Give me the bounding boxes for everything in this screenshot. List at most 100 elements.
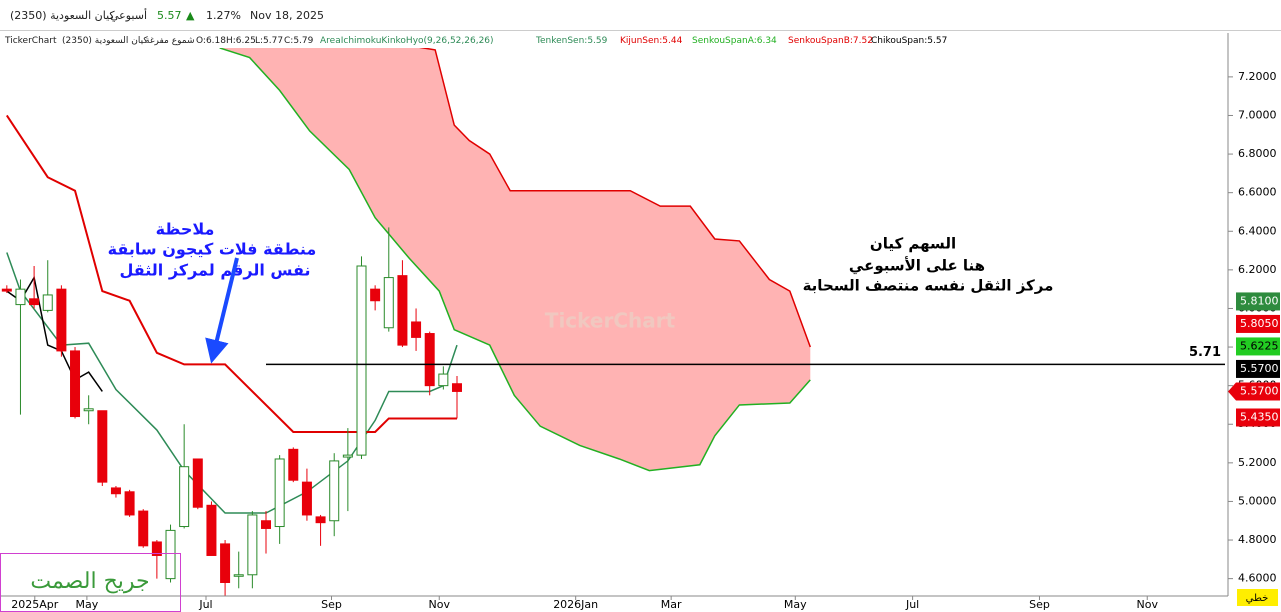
legend-source: TickerChart [5,36,57,46]
candle-body [151,541,162,556]
y-tick-label: 6.4000 [1238,224,1277,237]
signature: جريح الصمت [30,569,149,594]
x-tick-label: Nov [1137,598,1159,611]
price-marker [1228,382,1280,401]
candle-body [261,520,272,529]
comment-line: السهم كيان [870,235,956,253]
date: Nov 18, 2025 [250,9,324,22]
price-marker-label: 5.6225 [1240,339,1279,352]
legend-open: O:6.18 [196,36,226,46]
y-tick-label: 4.8000 [1238,533,1277,546]
candle-body [411,321,422,338]
note-line: ملاحظة [156,220,215,239]
period: أسبوعي [110,9,148,22]
legend-item: TenkenSen:5.59 [536,36,608,46]
candle-body [288,448,299,481]
x-tick-label: May [76,598,99,611]
candle-body [451,383,462,392]
y-tick-label: 6.8000 [1238,147,1277,160]
candle-body [206,504,217,556]
level-label: 5.71 [1189,345,1221,360]
comment-line: هنا على الأسبوعي [849,257,985,275]
candle-body [274,458,285,528]
candle-body [42,294,53,311]
mode-button[interactable] [1237,589,1278,606]
legend-item: KijunSen:5.44 [620,36,683,46]
y-tick-label: 7.2000 [1238,70,1277,83]
y-tick-label: 6.2000 [1238,263,1277,276]
note-arrow [205,257,239,364]
price-marker-label: 5.4350 [1240,410,1279,423]
mode-label[interactable]: خطي [1246,593,1269,604]
last-price: 5.57 [157,9,182,22]
legend-item: SenkouSpanA:6.34 [692,36,777,46]
legend-high: H:6.25 [226,36,256,46]
symbol: كيان السعودية (2350) [10,9,115,22]
x-tick-label: Sep [321,598,342,611]
x-tick-label: Jul [198,598,212,611]
x-tick-label: May [784,598,807,611]
candle-body [383,277,394,329]
candle-body [83,408,94,412]
candle-body [315,516,326,524]
indicator-line [219,48,811,472]
legend-low: L:5.77 [255,36,284,46]
y-tick-label: 5.0000 [1238,494,1277,507]
y-tick-label: 4.6000 [1238,572,1277,585]
candle-body [15,288,26,306]
candle-body [192,458,203,508]
candle-body [1,288,12,292]
candle-body [329,460,340,522]
candle-body [397,275,408,346]
y-tick-label: 6.6000 [1238,186,1277,199]
candle-body [220,543,231,583]
candle-body [70,350,81,418]
candle-body [179,466,190,528]
indicator-line [5,114,457,433]
price-marker [1236,408,1280,427]
comment-line: مركز الثقل نفسه منتصف السحابة [803,277,1054,295]
candle-body [424,333,435,387]
note-line: نفس الرقم لمركز الثقل [119,261,310,280]
legend-item: ChikouSpan:5.57 [871,36,948,46]
legend-item: SenkouSpanB:7.52 [788,36,873,46]
candle-body [233,574,244,577]
y-tick-label: 7.0000 [1238,108,1277,121]
candle-body [342,454,353,458]
x-tick-label: 2026Jan [553,598,598,611]
candle-body [247,514,258,576]
legend-symbol: كيان السعودية (2350) [62,36,148,46]
candle-body [438,373,449,387]
candle-body [29,298,40,306]
candle-body [165,529,176,580]
x-tick-label: Jul [905,598,919,611]
legend-style: شموع مفرغة [145,36,195,46]
price-marker [1236,292,1280,311]
x-tick-label: Mar [661,598,682,611]
x-tick-label: Nov [429,598,451,611]
indicator-line [418,48,812,348]
plot-area [1,48,812,596]
candle-body [356,265,367,456]
price-marker-label: 5.8050 [1240,317,1279,330]
legend-indicator: AreaIchimokuKinkoHyo(9,26,52,26,26) [320,36,494,46]
candle-body [97,410,108,483]
price-marker-label: 5.5700 [1240,362,1279,375]
price-marker [1236,337,1280,356]
x-tick-label: Sep [1029,598,1050,611]
y-tick-label: 5.2000 [1238,456,1277,469]
note-line: منطقة فلات كيجون سابقة [108,240,317,259]
change: 1.27% [206,9,241,22]
candle-body [56,288,67,352]
watermark: TickerChart [545,309,676,333]
separator [0,30,1281,31]
candle-body [124,491,135,516]
candle-body [370,288,381,302]
legend-close: C:5.79 [284,36,314,46]
price-marker [1236,314,1280,333]
up-arrow: ▲ [186,9,195,22]
price-marker-label: 5.5700 [1240,384,1279,397]
indicator-line [6,252,458,514]
